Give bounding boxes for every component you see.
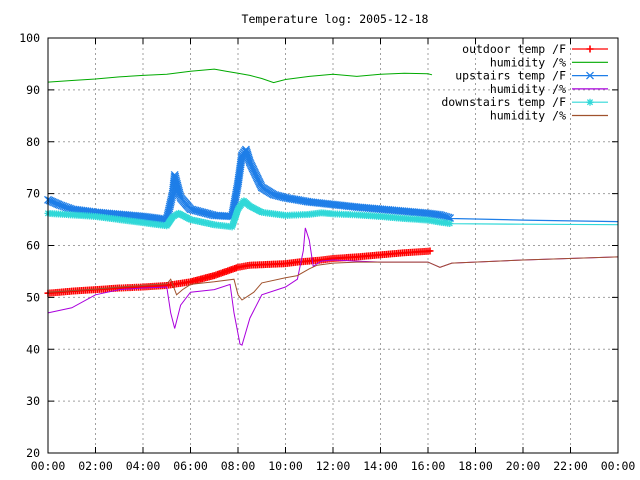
y-tick-label: 50 [26,290,40,304]
x-tick-label: 14:00 [363,459,398,473]
legend-swatch [572,98,608,106]
x-tick-label: 02:00 [78,459,113,473]
x-tick-label: 00:00 [601,459,636,473]
x-tick-label: 18:00 [458,459,493,473]
y-tick-label: 30 [26,394,40,408]
data-point [446,219,454,227]
legend-label: humidity /% [490,109,566,123]
x-tick-label: 08:00 [221,459,256,473]
x-tick-label: 00:00 [31,459,66,473]
legend-swatch-marker [586,71,594,80]
x-tick-label: 10:00 [268,459,303,473]
legend-swatch-marker [586,98,594,106]
grid [48,38,618,453]
y-tick-label: 100 [19,31,40,45]
series-5-downstairs-temp-f [44,197,619,231]
x-tick-label: 16:00 [411,459,446,473]
legend-label: downstairs temp /F [441,95,566,109]
y-tick-label: 70 [26,187,40,201]
x-tick-label: 06:00 [173,459,208,473]
x-tick-label: 12:00 [316,459,351,473]
legend-label: humidity /% [490,82,566,96]
series-2-humidity [47,68,433,84]
legend-label: outdoor temp /F [462,42,566,56]
x-tick-label: 04:00 [126,459,161,473]
x-tick-label: 22:00 [553,459,588,473]
y-tick-label: 40 [26,342,40,356]
legend-swatch [572,71,608,80]
x-tick-label: 20:00 [506,459,541,473]
y-tick-label: 80 [26,135,40,149]
y-tick-label: 20 [26,446,40,460]
legend-label: humidity /% [490,55,566,69]
plot-frame [47,37,619,454]
legend-label: upstairs temp /F [455,69,566,83]
data-point [426,247,434,255]
y-tick-label: 90 [26,83,40,97]
series-layer [44,68,619,346]
series-6-humidity [47,256,619,301]
series-line [47,68,433,84]
y-tick-label: 60 [26,239,40,253]
legend-swatch [572,45,608,53]
chart-title: Temperature log: 2005-12-18 [242,12,429,26]
series-1-outdoor-temp-f [44,247,434,297]
series-line [47,256,619,301]
legend-swatch-marker [586,45,594,53]
axis-ticks: 00:00 02:00 04:00 06:00 08:00 10:00 12:00 14:00… [19,31,635,473]
